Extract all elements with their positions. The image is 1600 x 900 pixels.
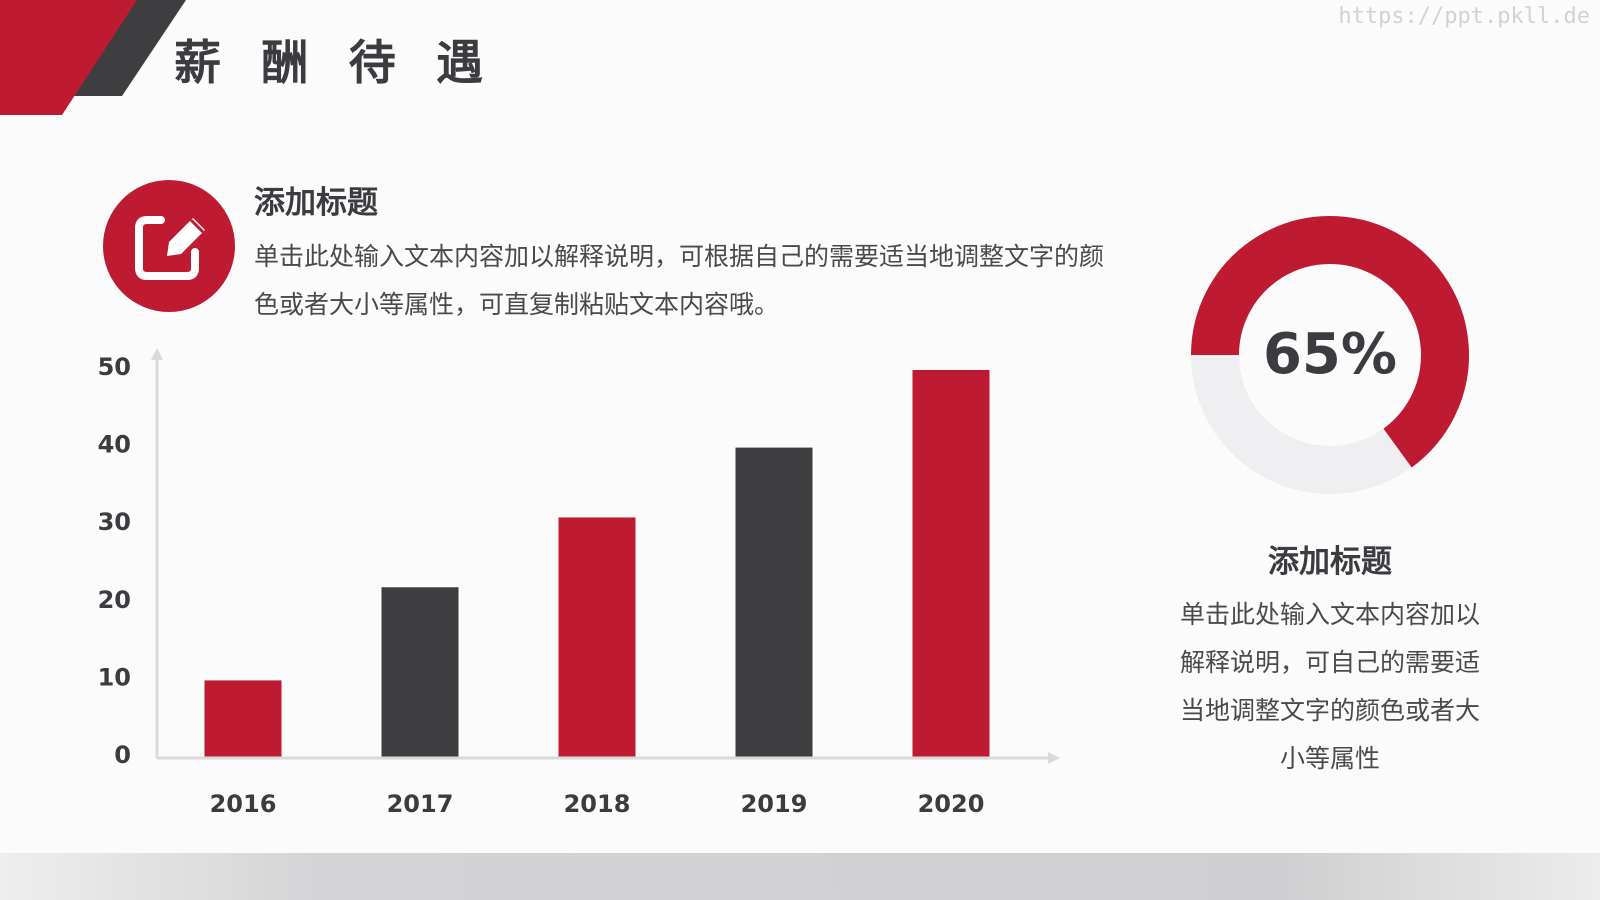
bar-chart: 0 10 20 30 40 50 2016 2017 2018 2019 2020: [98, 348, 1060, 818]
intro-body: 单击此处输入文本内容加以解释说明，可根据自己的需要适当地调整文字的颜色或者大小等…: [254, 242, 1105, 319]
x-axis-arrow: [1048, 752, 1060, 764]
y-axis-arrow: [151, 348, 163, 360]
slide-title: 薪 酬 待 遇: [174, 36, 496, 91]
watermark: https://ppt.pkll.de: [1338, 4, 1590, 29]
donut-percent-label: 65%: [1262, 322, 1398, 387]
x-tick-label: 2019: [741, 790, 808, 818]
bar-2019: [735, 447, 813, 757]
bottom-shade: [0, 853, 1600, 900]
x-tick-label: 2018: [564, 790, 631, 818]
bar-2016: [204, 680, 282, 757]
donut-chart: [1191, 216, 1469, 494]
edit-icon-badge: [103, 180, 235, 312]
edit-icon: [135, 216, 205, 280]
intro-title: 添加标题: [254, 185, 378, 221]
x-tick-label: 2017: [387, 790, 454, 818]
y-tick-label: 30: [98, 508, 131, 536]
corner-decoration: [0, 0, 186, 115]
slide: 薪 酬 待 遇 https://ppt.pkll.de 添加标题 单击此处输入文…: [0, 0, 1590, 818]
y-tick-label: 20: [98, 586, 131, 614]
bar-2018: [558, 517, 636, 757]
y-tick-label: 10: [98, 663, 131, 691]
donut-progress-arc: [1191, 216, 1469, 468]
x-tick-label: 2020: [918, 790, 985, 818]
bar-2020: [912, 370, 990, 757]
y-tick-label: 50: [98, 353, 131, 381]
side-title: 添加标题: [1268, 544, 1392, 580]
x-tick-label: 2016: [210, 790, 277, 818]
side-body: 单击此处输入文本内容加以解释说明，可自己的需要适当地调整文字的颜色或者大小等属性: [1180, 600, 1481, 773]
bar-2017: [381, 587, 459, 757]
y-tick-label: 40: [98, 431, 131, 459]
y-tick-label: 0: [114, 741, 131, 769]
